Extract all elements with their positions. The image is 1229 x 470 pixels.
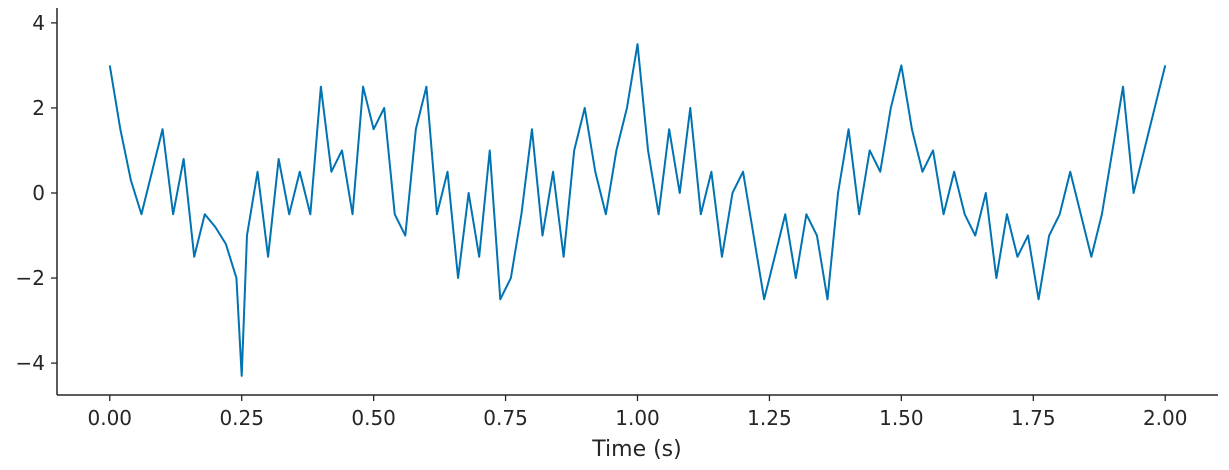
y-tick-label: 0 (32, 181, 45, 205)
x-tick-label: 0.75 (483, 406, 528, 430)
x-tick-label: 1.50 (879, 406, 924, 430)
y-tick-label: 2 (32, 96, 45, 120)
x-tick-label: 2.00 (1143, 406, 1188, 430)
x-axis-label: Time (s) (591, 437, 681, 462)
y-tick-label: −4 (16, 351, 45, 375)
signal-line (108, 43, 1167, 377)
x-tick-label: 1.25 (747, 406, 792, 430)
x-tick-label: 0.00 (88, 406, 133, 430)
y-tick-label: −2 (16, 266, 45, 290)
x-tick-label: 1.00 (615, 406, 660, 430)
x-tick-label: 0.50 (351, 406, 396, 430)
y-tick-label: 4 (32, 11, 45, 35)
x-tick-label: 0.25 (219, 406, 264, 430)
x-tick-label: 1.75 (1011, 406, 1056, 430)
